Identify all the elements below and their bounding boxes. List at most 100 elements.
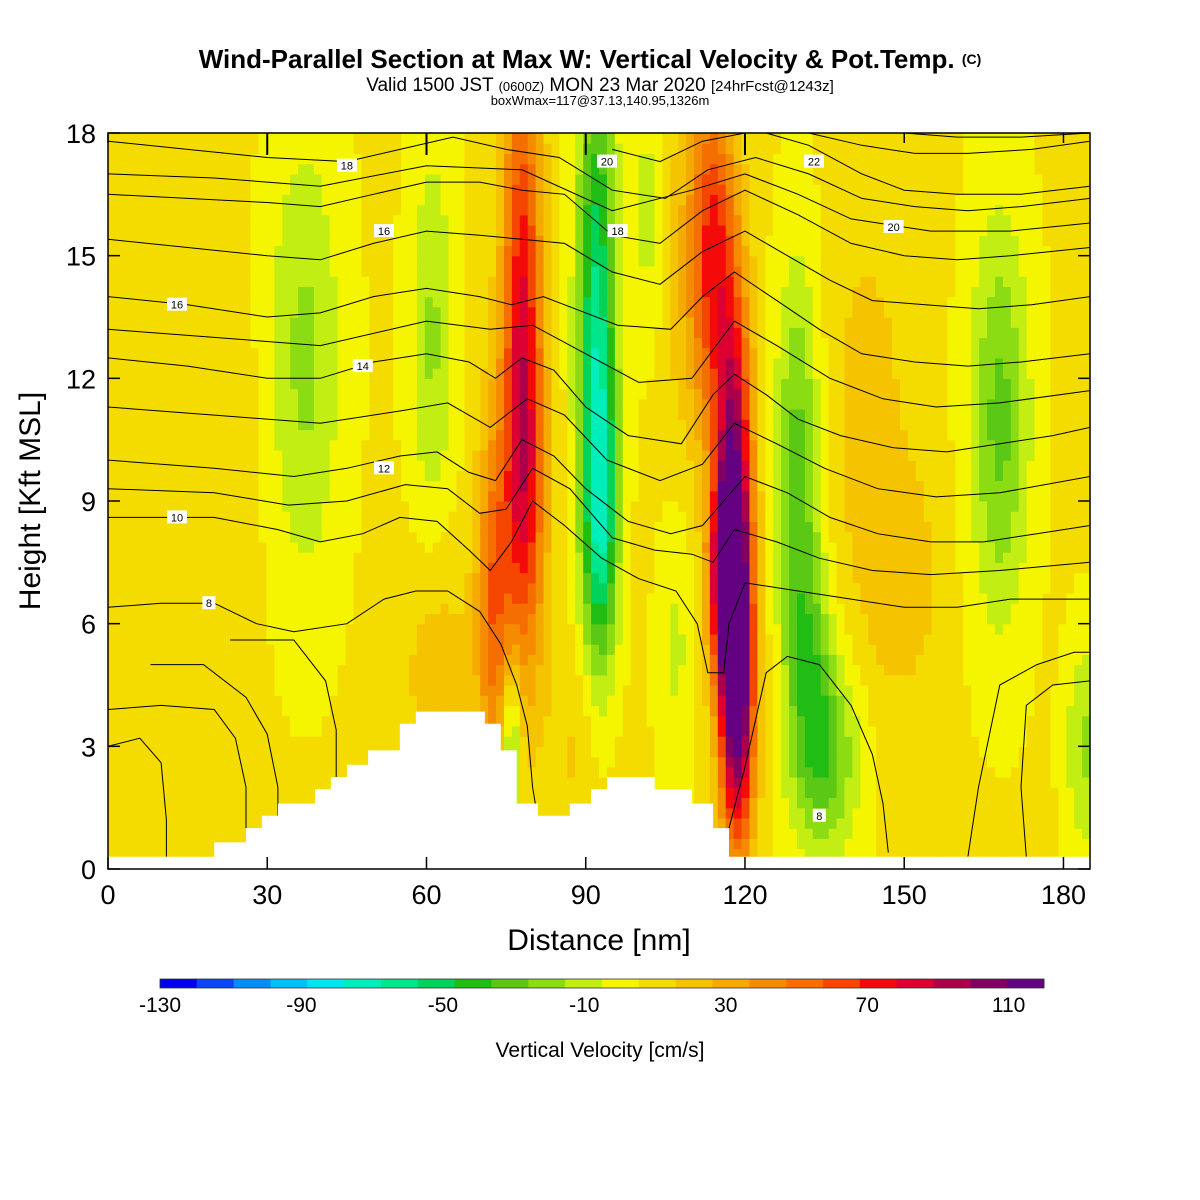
w-cell xyxy=(321,746,331,758)
w-cell xyxy=(551,766,560,778)
w-cell xyxy=(844,807,854,819)
w-cell xyxy=(226,746,236,758)
w-cell xyxy=(226,654,236,666)
w-cell xyxy=(670,562,679,574)
w-cell xyxy=(115,654,125,666)
w-cell xyxy=(955,633,964,645)
w-cell xyxy=(979,593,988,604)
w-cell xyxy=(694,541,703,553)
w-cell xyxy=(963,705,972,717)
w-cell xyxy=(179,685,188,696)
w-cell xyxy=(345,562,355,574)
w-cell xyxy=(907,736,917,747)
w-cell xyxy=(155,787,165,799)
w-cell xyxy=(1002,838,1012,850)
w-cell xyxy=(773,705,782,717)
w-cell xyxy=(155,705,165,717)
w-cell xyxy=(329,746,339,758)
w-cell xyxy=(907,470,917,482)
w-cell xyxy=(377,511,386,523)
w-cell xyxy=(1082,501,1090,512)
w-cell xyxy=(377,603,386,615)
w-cell xyxy=(108,603,117,615)
w-cell xyxy=(519,552,529,563)
w-cell xyxy=(963,562,972,574)
w-cell xyxy=(440,695,450,707)
w-cell xyxy=(931,705,941,717)
w-cell xyxy=(1018,552,1028,563)
w-cell xyxy=(329,766,339,778)
w-cell xyxy=(115,664,125,676)
w-cell xyxy=(155,501,165,512)
w-cell xyxy=(305,787,315,799)
copyright-mark: (C) xyxy=(962,51,981,67)
w-cell xyxy=(884,838,893,850)
w-cell xyxy=(828,848,838,860)
w-cell xyxy=(1082,654,1090,666)
w-cell xyxy=(670,674,679,686)
w-cell xyxy=(575,593,584,604)
w-cell xyxy=(203,848,212,860)
w-cell xyxy=(963,838,972,850)
w-cell xyxy=(994,685,1004,696)
w-cell xyxy=(1074,654,1083,666)
w-cell xyxy=(1050,562,1059,574)
w-cell xyxy=(709,705,719,717)
w-cell xyxy=(108,817,117,829)
w-cell xyxy=(638,603,648,615)
w-cell xyxy=(654,766,663,778)
w-cell xyxy=(987,797,996,809)
w-cell xyxy=(115,521,125,533)
w-cell xyxy=(464,685,473,696)
w-cell xyxy=(781,695,790,707)
w-cell xyxy=(527,511,537,523)
w-cell xyxy=(432,695,442,707)
w-cell xyxy=(741,817,751,829)
w-cell xyxy=(836,817,846,829)
w-cell xyxy=(567,715,576,727)
w-cell xyxy=(733,664,743,676)
w-cell xyxy=(337,541,347,553)
w-cell xyxy=(884,470,893,482)
w-cell xyxy=(385,685,394,696)
w-cell xyxy=(701,654,711,666)
w-cell xyxy=(456,460,465,471)
w-cell xyxy=(987,613,996,625)
w-cell xyxy=(979,511,988,523)
w-cell xyxy=(527,470,537,482)
w-cell xyxy=(210,644,220,655)
w-cell xyxy=(519,787,529,799)
w-cell xyxy=(218,490,228,502)
w-cell xyxy=(203,664,212,676)
w-cell xyxy=(1034,562,1044,574)
w-cell xyxy=(187,552,196,563)
w-cell xyxy=(361,501,370,512)
w-cell xyxy=(1018,715,1028,727)
w-cell xyxy=(907,787,917,799)
w-cell xyxy=(828,582,838,594)
w-cell xyxy=(931,736,941,747)
w-cell xyxy=(899,501,909,512)
w-cell xyxy=(955,756,964,768)
w-cell xyxy=(543,705,553,717)
w-cell xyxy=(559,552,568,563)
w-cell xyxy=(480,674,489,686)
w-cell xyxy=(234,562,244,574)
w-cell xyxy=(1018,501,1028,512)
w-cell xyxy=(559,541,568,553)
w-cell xyxy=(298,449,307,461)
w-cell xyxy=(796,552,806,563)
w-cell xyxy=(907,848,917,860)
w-cell xyxy=(385,654,394,666)
w-cell xyxy=(274,480,283,492)
w-cell xyxy=(163,674,172,686)
w-cell xyxy=(765,593,774,604)
w-cell xyxy=(218,746,228,758)
w-cell xyxy=(1066,787,1075,799)
w-cell xyxy=(171,715,180,727)
w-cell xyxy=(250,807,260,819)
w-cell xyxy=(828,644,838,655)
w-cell xyxy=(630,654,640,666)
w-cell xyxy=(131,756,141,768)
w-cell xyxy=(369,582,378,594)
